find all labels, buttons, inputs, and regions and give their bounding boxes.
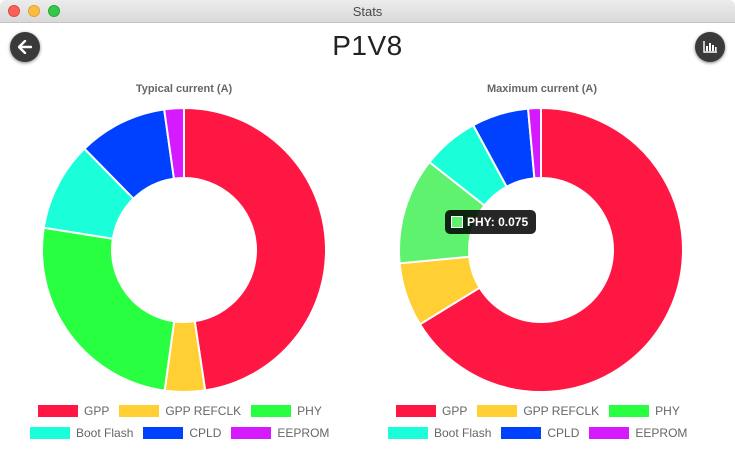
slice-maximum-eeprom[interactable] <box>526 106 542 180</box>
legend-label-cpld: CPLD <box>189 426 222 440</box>
legend-swatch-gpp <box>396 405 436 417</box>
legend-maximum-row-1: GPP GPP REFCLK PHY <box>396 404 690 418</box>
window-title: Stats <box>352 4 383 19</box>
legend-item-gpp-refclk[interactable]: GPP REFCLK <box>119 404 241 418</box>
legend-item-phy[interactable]: PHY <box>609 404 680 418</box>
arrow-left-icon <box>18 40 32 54</box>
legend-item-eeprom[interactable]: EEPROM <box>231 426 329 440</box>
legend-typical-row-1: GPP GPP REFCLK PHY <box>38 404 332 418</box>
page-title: P1V8 <box>332 30 403 61</box>
stats-button[interactable] <box>695 32 725 62</box>
legend-swatch-eeprom <box>589 427 630 439</box>
chart-title-maximum: Maximum current (A) <box>486 83 598 95</box>
legend-label-gpp-refclk: GPP REFCLK <box>523 404 600 418</box>
legend-swatch-boot-flash <box>388 427 428 439</box>
legend-label-gpp: GPP <box>442 404 468 418</box>
legend-item-cpld[interactable]: CPLD <box>143 426 221 440</box>
title-bar: Stats <box>0 0 735 23</box>
legend-item-gpp[interactable]: GPP <box>396 404 467 418</box>
legend-item-phy[interactable]: PHY <box>251 404 322 418</box>
legend-label-boot-flash: Boot Flash <box>76 426 134 440</box>
legend-swatch-cpld <box>501 427 542 439</box>
legend-item-eeprom[interactable]: EEPROM <box>589 426 687 440</box>
legend-item-boot-flash[interactable]: Boot Flash <box>30 426 133 440</box>
legend-label-gpp: GPP <box>84 404 110 418</box>
legend-label-gpp-refclk: GPP REFCLK <box>165 404 242 418</box>
legend-swatch-boot-flash <box>30 427 70 439</box>
legend-item-gpp-refclk[interactable]: GPP REFCLK <box>477 404 599 418</box>
bar-chart-icon <box>703 41 717 53</box>
legend-label-cpld: CPLD <box>547 426 580 440</box>
legend-item-cpld[interactable]: CPLD <box>501 426 579 440</box>
slice-typical-phy[interactable] <box>41 226 176 392</box>
maximize-window-button[interactable] <box>48 5 60 17</box>
legend-swatch-cpld <box>143 427 184 439</box>
minimize-window-button[interactable] <box>28 5 40 17</box>
legend-swatch-gpp-refclk <box>119 405 160 417</box>
tooltip-swatch <box>451 216 463 228</box>
legend-swatch-eeprom <box>231 427 272 439</box>
legend-swatch-phy <box>609 405 650 417</box>
legend-swatch-gpp-refclk <box>477 405 518 417</box>
legend-label-eeprom: EEPROM <box>277 426 330 440</box>
legend-typical-row-2: Boot Flash CPLD EEPROM <box>30 426 339 440</box>
legend-swatch-gpp <box>38 405 78 417</box>
slice-maximum-gpp[interactable] <box>418 106 684 393</box>
legend-label-boot-flash: Boot Flash <box>434 426 492 440</box>
legend-label-phy: PHY <box>297 404 322 418</box>
legend-label-phy: PHY <box>655 404 680 418</box>
legend-item-boot-flash[interactable]: Boot Flash <box>388 426 491 440</box>
back-button[interactable] <box>10 32 40 62</box>
close-window-button[interactable] <box>8 5 20 17</box>
slice-typical-gpp[interactable] <box>183 106 327 392</box>
legend-item-gpp[interactable]: GPP <box>38 404 109 418</box>
legend-label-eeprom: EEPROM <box>635 426 688 440</box>
tooltip-text: PHY: 0.075 <box>467 215 529 229</box>
legend-maximum-row-2: Boot Flash CPLD EEPROM <box>388 426 697 440</box>
slice-typical-eeprom[interactable] <box>163 106 185 180</box>
legend-swatch-phy <box>251 405 292 417</box>
chart-tooltip: PHY: 0.075 <box>445 210 537 234</box>
chart-title-typical: Typical current (A) <box>135 83 233 95</box>
